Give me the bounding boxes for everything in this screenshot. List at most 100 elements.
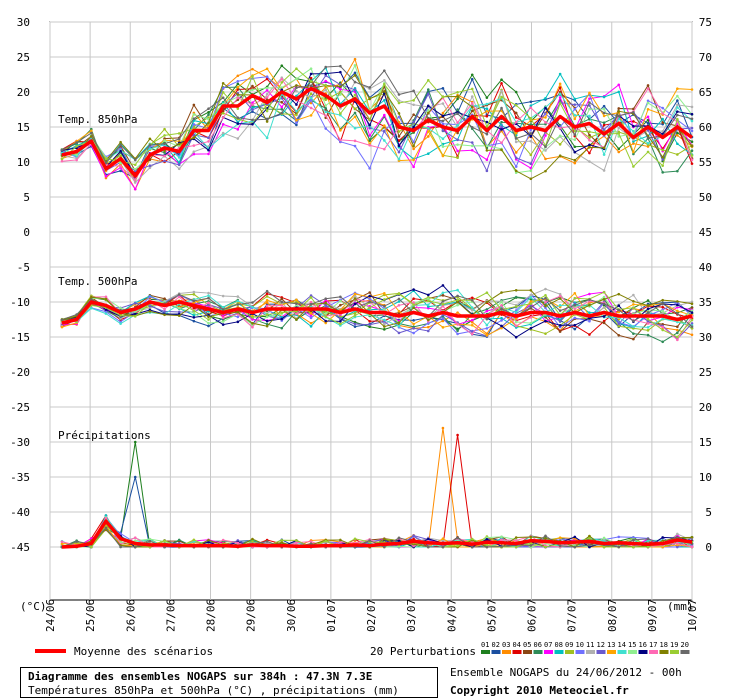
member-point xyxy=(309,80,313,83)
member-point xyxy=(309,540,313,543)
member-point xyxy=(676,331,679,335)
member-line xyxy=(61,78,693,181)
member-point xyxy=(309,316,313,320)
member-point xyxy=(426,152,430,155)
member-point xyxy=(588,138,591,142)
member-point xyxy=(646,333,650,337)
member-point xyxy=(383,318,386,322)
member-point xyxy=(353,115,357,119)
left-tick-label: -20 xyxy=(10,366,30,379)
member-point xyxy=(353,314,357,317)
member-point xyxy=(60,157,64,161)
member-point xyxy=(676,532,679,536)
member-point xyxy=(280,304,284,307)
member-point xyxy=(148,158,152,162)
member-point xyxy=(456,329,459,333)
member-point xyxy=(236,122,240,125)
right-tick-label: 35 xyxy=(699,296,712,309)
member-point xyxy=(573,145,577,149)
member-point xyxy=(514,545,518,549)
right-tick-label: 10 xyxy=(699,471,712,484)
member-point xyxy=(280,111,284,115)
member-number: 03 xyxy=(502,641,510,649)
member-number: 02 xyxy=(492,641,500,649)
member-point xyxy=(573,138,577,141)
member-point xyxy=(295,118,298,122)
member-point xyxy=(441,291,445,295)
member-point xyxy=(412,144,415,148)
member-point xyxy=(265,75,269,79)
member-point xyxy=(192,117,196,120)
member-point xyxy=(163,154,166,158)
member-point xyxy=(529,293,533,297)
member-point xyxy=(265,67,269,71)
member-point xyxy=(588,545,591,549)
member-point xyxy=(470,323,474,327)
member-point xyxy=(221,91,225,94)
member-point xyxy=(602,114,606,118)
member-point xyxy=(397,309,401,313)
member-point xyxy=(426,329,430,333)
member-point xyxy=(207,291,210,295)
member-point xyxy=(207,324,210,328)
member-point xyxy=(632,150,635,154)
member-point xyxy=(485,545,489,549)
member-point xyxy=(558,319,562,323)
left-tick-label: -25 xyxy=(10,401,30,414)
member-point xyxy=(529,134,533,138)
member-point xyxy=(119,314,122,317)
member-point xyxy=(456,149,459,153)
member-point xyxy=(251,540,254,543)
member-point xyxy=(295,77,298,81)
member-point xyxy=(456,298,459,302)
member-point xyxy=(412,288,415,291)
member-point xyxy=(500,106,503,110)
member-point xyxy=(412,158,415,162)
member-point xyxy=(353,144,357,148)
member-point xyxy=(90,134,93,138)
footer-title: Diagramme des ensembles NOGAPS sur 384h … xyxy=(28,670,373,683)
member-line xyxy=(61,76,693,184)
member-point xyxy=(456,311,459,314)
member-point xyxy=(192,313,196,317)
member-point xyxy=(529,106,533,110)
right-tick-label: 30 xyxy=(699,331,712,344)
member-point xyxy=(573,296,577,300)
member-point xyxy=(558,82,562,86)
member-point xyxy=(104,161,108,165)
member-point xyxy=(265,92,269,96)
member-point xyxy=(602,146,606,150)
member-point xyxy=(573,535,577,539)
member-point xyxy=(119,149,122,153)
member-point xyxy=(676,117,679,121)
member-point xyxy=(309,312,313,315)
member-number: 09 xyxy=(565,641,573,649)
member-point xyxy=(500,78,503,82)
member-point xyxy=(661,164,664,167)
member-point xyxy=(280,300,284,304)
member-point xyxy=(207,121,210,124)
member-point xyxy=(646,317,650,321)
x-tick-label: 02/07 xyxy=(365,599,378,632)
member-point xyxy=(690,119,694,123)
member-point xyxy=(661,298,664,302)
member-point xyxy=(295,541,298,545)
member-swatch xyxy=(523,650,532,654)
member-point xyxy=(236,107,240,110)
member-point xyxy=(265,96,269,99)
member-point xyxy=(412,322,415,326)
member-point xyxy=(383,69,386,72)
member-point xyxy=(558,90,562,94)
member-point xyxy=(514,120,518,124)
member-point xyxy=(251,314,254,317)
member-point xyxy=(602,545,606,549)
panel-labels: Temp. 850hPa Temp. 500hPa Précipitations xyxy=(58,113,151,442)
left-tick-label: 0 xyxy=(23,226,30,239)
member-point xyxy=(529,162,533,166)
member-point xyxy=(309,294,313,297)
member-point xyxy=(251,123,254,126)
left-tick-label: 5 xyxy=(23,191,30,204)
member-point xyxy=(544,169,547,173)
member-point xyxy=(617,110,621,113)
